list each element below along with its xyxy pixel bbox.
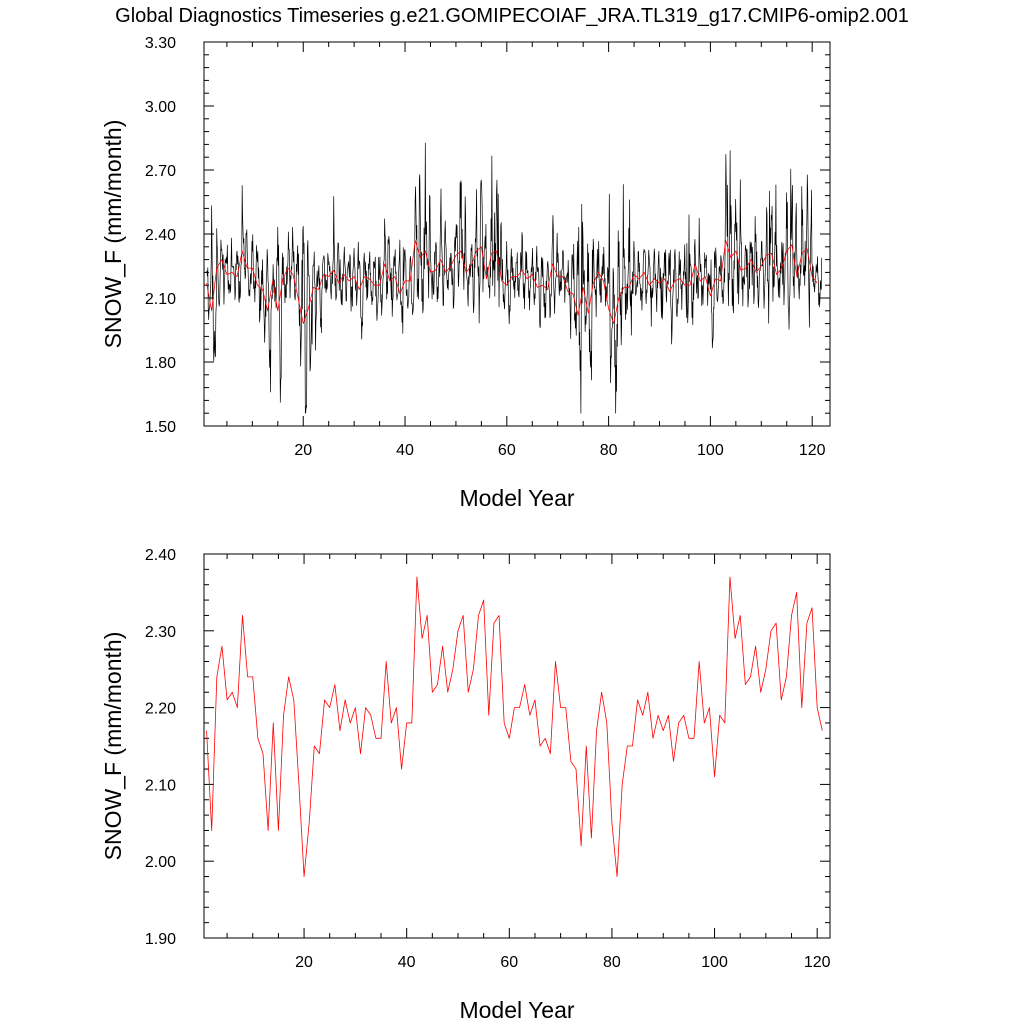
bottom-chart-x-tick-labels: 20 40 60 80 100 120 (295, 954, 830, 971)
y-tick-label: 2.10 (145, 777, 176, 794)
x-tick-label: 20 (294, 442, 312, 459)
top-chart-plot-area (206, 142, 823, 414)
bottom-chart-plot-area (206, 576, 823, 877)
y-tick-label: 1.80 (145, 355, 176, 372)
y-tick-label: 2.40 (145, 547, 176, 564)
y-tick-label: 2.70 (145, 163, 176, 180)
x-tick-label: 20 (295, 954, 313, 971)
x-tick-label: 40 (396, 442, 414, 459)
y-tick-label: 2.00 (145, 854, 176, 871)
annual-mean-chart: 20 40 60 80 100 120 1.902.002.102.202.302.40 … (100, 547, 831, 1023)
bottom-chart-y-axis-title: SNOW_F (mm/month) (100, 632, 126, 861)
top-series-monthly-line (206, 142, 823, 414)
y-tick-label: 1.90 (145, 931, 176, 948)
y-tick-label: 3.00 (145, 99, 176, 116)
bottom-chart-frame (203, 553, 831, 939)
y-tick-label: 2.20 (145, 701, 176, 718)
x-tick-label: 120 (804, 954, 831, 971)
x-tick-label: 80 (600, 442, 618, 459)
figure-title: Global Diagnostics Timeseries g.e21.GOMI… (115, 5, 909, 27)
top-chart-x-tick-labels: 20 40 60 80 100 120 (294, 442, 825, 459)
x-tick-label: 80 (603, 954, 621, 971)
top-chart-y-tick-labels: 1.50 1.80 2.10 2.40 2.70 3.00 3.30 (145, 35, 176, 436)
y-tick-label: 2.10 (145, 291, 176, 308)
bottom-chart-ticks (204, 553, 830, 939)
bot-series-annual-line (206, 576, 823, 877)
top-series-annual-line (206, 239, 818, 325)
y-tick-label: 1.50 (145, 419, 176, 436)
y-tick-label: 3.30 (145, 35, 176, 52)
x-tick-label: 100 (701, 954, 728, 971)
monthly-and-annual-chart: 20 40 60 80 100 120 1.50 1.80 2.10 2.40 2.70 3.00 3… (100, 35, 831, 511)
bottom-chart-y-tick-labels: 1.90 2.00 2.10 2.20 2.30 2.40 (145, 547, 176, 948)
bottom-chart-x-axis-title: Model Year (459, 997, 574, 1023)
x-tick-label: 60 (498, 442, 516, 459)
y-tick-label: 2.40 (145, 227, 176, 244)
y-tick-label: 2.30 (145, 624, 176, 641)
x-tick-label: 100 (697, 442, 724, 459)
x-tick-label: 60 (500, 954, 518, 971)
top-chart-x-axis-title: Model Year (459, 485, 574, 511)
top-chart-frame (203, 41, 831, 427)
x-tick-label: 120 (799, 442, 826, 459)
x-tick-label: 40 (398, 954, 416, 971)
top-chart-y-axis-title: SNOW_F (mm/month) (100, 120, 126, 349)
